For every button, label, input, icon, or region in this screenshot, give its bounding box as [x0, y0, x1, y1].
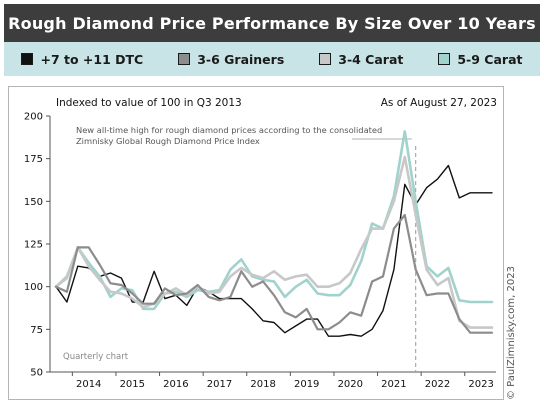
copyright-credit: © PaulZimnisky.com, 2023 — [506, 266, 517, 400]
x-tick-label: 2015 — [120, 379, 145, 390]
legend-item-5-9-carat: 5-9 Carat — [438, 52, 522, 67]
subtitle-right: As of August 27, 2023 — [381, 97, 497, 109]
x-tick-label: 2023 — [468, 379, 493, 390]
y-tick-label: 175 — [24, 154, 43, 165]
series-line-3-4-carat — [54, 155, 494, 329]
x-tick-label: 2020 — [338, 379, 363, 390]
x-tick-label: 2016 — [163, 379, 188, 390]
x-tick-label: 2017 — [207, 379, 232, 390]
x-tick-label: 2018 — [250, 379, 275, 390]
legend-label-5-9-carat: 5-9 Carat — [457, 51, 523, 67]
chart-title-bar: Rough Diamond Price Performance By Size … — [4, 4, 540, 42]
y-tick-label: 100 — [24, 282, 43, 293]
legend-item-dtc: +7 to +11 DTC — [21, 52, 143, 67]
plot-area: 50 75 100 125 150 175 200 2014 2015 2016 2017 2018 2… — [24, 112, 496, 390]
chart-panel: Indexed to value of 100 in Q3 2013 As of… — [8, 86, 504, 400]
legend-swatch-grainers — [178, 53, 191, 65]
y-tick-label: 75 — [30, 325, 43, 336]
legend-item-3-4-carat: 3-4 Carat — [319, 52, 403, 67]
legend-label-grainers: 3-6 Grainers — [197, 51, 285, 67]
x-tick-label: 2022 — [425, 379, 450, 390]
chart-title: Rough Diamond Price Performance By Size … — [8, 13, 536, 33]
legend-swatch-dtc — [21, 53, 34, 65]
series-line-3-6-grainers — [54, 213, 494, 334]
y-tick-label: 200 — [24, 112, 43, 123]
legend: +7 to +11 DTC 3-6 Grainers 3-4 Carat 5-9… — [4, 42, 540, 76]
annotation-text: Zimnisky Global Rough Diamond Price Inde… — [76, 136, 260, 146]
y-tick-label: 150 — [24, 197, 43, 208]
x-tick-label: 2021 — [381, 379, 406, 390]
subtitle-left: Indexed to value of 100 in Q3 2013 — [56, 97, 242, 109]
y-tick-label: 50 — [30, 368, 43, 379]
legend-swatch-3-4-carat — [319, 53, 332, 65]
footnote: Quarterly chart — [63, 352, 129, 362]
legend-label-3-4-carat: 3-4 Carat — [338, 51, 404, 67]
annotation-text: New all-time high for rough diamond pric… — [76, 125, 382, 135]
x-tick-label: 2019 — [294, 379, 319, 390]
legend-label-dtc: +7 to +11 DTC — [40, 51, 144, 67]
y-tick-label: 125 — [24, 240, 43, 251]
series-line-7-to-11-dtc — [55, 164, 493, 337]
x-tick-label: 2014 — [76, 379, 101, 390]
legend-swatch-5-9-carat — [438, 53, 451, 65]
legend-item-grainers: 3-6 Grainers — [178, 52, 284, 67]
